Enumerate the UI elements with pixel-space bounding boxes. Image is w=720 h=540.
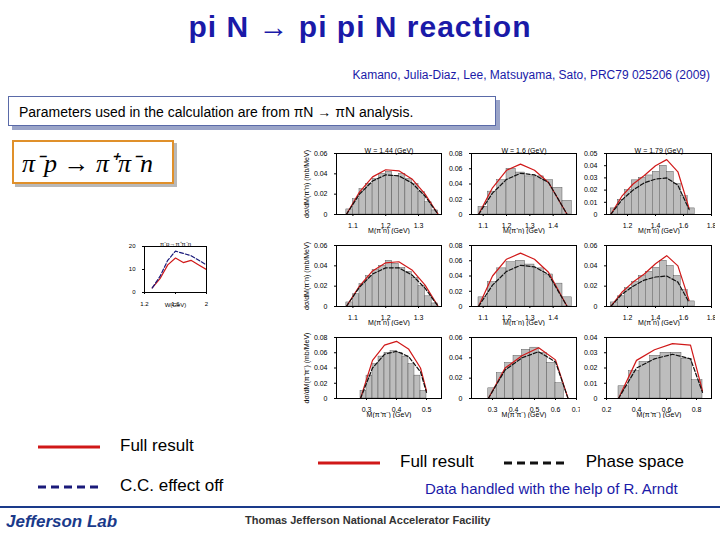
svg-text:0.05: 0.05: [584, 150, 598, 157]
svg-text:M(π⁺π⁻) (GeV): M(π⁺π⁻) (GeV): [367, 411, 412, 419]
svg-text:0.04: 0.04: [314, 170, 328, 177]
svg-text:0.06: 0.06: [314, 150, 328, 157]
svg-text:dσ/dM(π⁻n) (mb/MeV): dσ/dM(π⁻n) (mb/MeV): [303, 242, 311, 310]
svg-text:0.02: 0.02: [584, 282, 598, 289]
svg-text:0.06: 0.06: [584, 242, 598, 249]
svg-text:0.04: 0.04: [584, 162, 598, 169]
svg-text:0.04: 0.04: [449, 180, 463, 187]
html-text:Kamano, Julia-Diaz, Lee, Matsu: Kamano, Julia-Diaz, Lee, Matsuyama, Sato…: [352, 68, 710, 82]
svg-text:0: 0: [594, 395, 598, 402]
svg-text:0.6: 0.6: [551, 406, 561, 413]
svg-text:dσ/dM(π⁺n) (mb/MeV): dσ/dM(π⁺n) (mb/MeV): [303, 150, 311, 218]
svg-text:0.5: 0.5: [422, 406, 432, 413]
svg-text:0.02: 0.02: [449, 374, 463, 381]
svg-text:0.03: 0.03: [584, 174, 598, 181]
svg-text:1.4: 1.4: [548, 314, 558, 321]
svg-text:0.02: 0.02: [314, 282, 328, 289]
svg-text:1.8: 1.8: [707, 314, 715, 321]
svg-text:0.01: 0.01: [584, 199, 598, 206]
html-text:Phase space: Phase space: [585, 452, 684, 471]
svg-text:0.02: 0.02: [449, 287, 463, 294]
html-text:Parameters used in the calcula: Parameters used in the calculation are f…: [19, 104, 414, 120]
svg-text:M(π⁺n) (GeV): M(π⁺n) (GeV): [638, 227, 680, 235]
svg-text:2: 2: [205, 301, 209, 307]
svg-text:1.4: 1.4: [548, 222, 558, 229]
html-text:Thomas Jefferson National Acce: Thomas Jefferson National Accelerator Fa…: [245, 514, 491, 526]
svg-text:0: 0: [459, 211, 463, 218]
svg-text:1.1: 1.1: [348, 222, 358, 229]
svg-text:0.02: 0.02: [314, 379, 328, 386]
svg-text:0: 0: [594, 303, 598, 310]
svg-text:1.1: 1.1: [478, 222, 488, 229]
svg-text:0.04: 0.04: [584, 334, 598, 341]
svg-text:0: 0: [132, 289, 136, 295]
svg-text:M(π⁻n) (GeV): M(π⁻n) (GeV): [503, 319, 545, 327]
svg-text:0.08: 0.08: [449, 150, 463, 157]
svg-text:0.06: 0.06: [314, 349, 328, 356]
svg-text:0: 0: [324, 303, 328, 310]
svg-text:1.3: 1.3: [414, 222, 424, 229]
svg-text:M(π⁺n) (GeV): M(π⁺n) (GeV): [368, 227, 410, 235]
svg-text:0.04: 0.04: [314, 262, 328, 269]
svg-text:1.6: 1.6: [679, 314, 689, 321]
svg-text:0.04: 0.04: [449, 354, 463, 361]
svg-text:dσ/dM(π⁺π⁻) (mb/MeV): dσ/dM(π⁺π⁻) (mb/MeV): [303, 333, 311, 404]
svg-text:0: 0: [324, 211, 328, 218]
svg-text:0.04: 0.04: [449, 272, 463, 279]
svg-text:0.04: 0.04: [314, 364, 328, 371]
svg-text:0: 0: [459, 395, 463, 402]
html-text:π⁻p → π⁺π⁻n: π⁻p → π⁺π⁻n: [22, 149, 154, 178]
svg-text:1.8: 1.8: [707, 222, 715, 229]
svg-text:20: 20: [129, 243, 136, 249]
svg-text:1.1: 1.1: [478, 314, 488, 321]
svg-text:1.3: 1.3: [414, 314, 424, 321]
svg-text:W = 1.79 (GeV): W = 1.79 (GeV): [635, 147, 684, 155]
html-text:pi N → pi pi N reaction: pi N → pi pi N reaction: [188, 10, 532, 43]
svg-text:0.08: 0.08: [449, 242, 463, 249]
svg-text:0.06: 0.06: [449, 165, 463, 172]
svg-text:0: 0: [324, 395, 328, 402]
svg-text:M(π⁺n) (GeV): M(π⁺n) (GeV): [503, 227, 545, 235]
svg-text:0: 0: [459, 303, 463, 310]
svg-text:1.2: 1.2: [623, 314, 633, 321]
html-text:Full result: Full result: [400, 452, 474, 471]
svg-text:W = 1.6 (GeV): W = 1.6 (GeV): [502, 147, 547, 155]
svg-text:0.02: 0.02: [449, 195, 463, 202]
svg-text:0.02: 0.02: [584, 186, 598, 193]
svg-text:W = 1.44 (GeV): W = 1.44 (GeV): [365, 147, 414, 155]
svg-text:0.02: 0.02: [584, 364, 598, 371]
svg-text:10: 10: [129, 266, 136, 272]
svg-text:M(π⁺π⁻) (GeV): M(π⁺π⁻) (GeV): [637, 411, 682, 419]
html-text:C.C. effect off: C.C. effect off: [120, 476, 224, 495]
svg-text:M(π⁻n) (GeV): M(π⁻n) (GeV): [368, 319, 410, 327]
svg-text:0.8: 0.8: [692, 406, 702, 413]
svg-text:0.2: 0.2: [602, 406, 612, 413]
html-text:Jefferson Lab: Jefferson Lab: [6, 512, 118, 531]
html-text:Data handled with the help of: Data handled with the help of R. Arndt: [425, 480, 678, 497]
svg-text:π⁻p→π⁺π⁻n: π⁻p→π⁺π⁻n: [160, 241, 191, 247]
svg-text:1.6: 1.6: [679, 222, 689, 229]
svg-text:W(GeV): W(GeV): [165, 302, 187, 308]
svg-text:1.1: 1.1: [348, 314, 358, 321]
svg-text:0.7: 0.7: [572, 406, 580, 413]
svg-text:M(π⁺π⁻) (GeV): M(π⁺π⁻) (GeV): [502, 411, 547, 419]
svg-text:0.03: 0.03: [584, 349, 598, 356]
html-text:Full result: Full result: [120, 436, 194, 455]
svg-text:0.04: 0.04: [584, 262, 598, 269]
svg-text:1.2: 1.2: [140, 301, 149, 307]
svg-text:0.06: 0.06: [449, 257, 463, 264]
svg-text:0.3: 0.3: [488, 406, 498, 413]
svg-text:0.06: 0.06: [314, 242, 328, 249]
svg-text:0.08: 0.08: [314, 334, 328, 341]
svg-text:0.01: 0.01: [584, 379, 598, 386]
svg-text:0: 0: [594, 211, 598, 218]
svg-text:0.02: 0.02: [314, 190, 328, 197]
svg-text:M(π⁻n) (GeV): M(π⁻n) (GeV): [638, 319, 680, 327]
svg-text:0.06: 0.06: [449, 334, 463, 341]
svg-text:1.2: 1.2: [623, 222, 633, 229]
